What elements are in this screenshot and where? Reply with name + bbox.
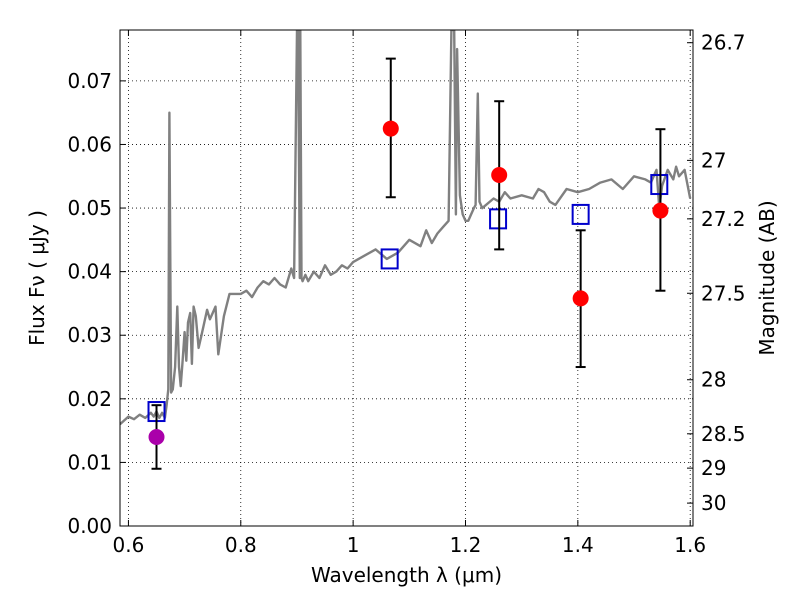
y-tick-label: 0.02 bbox=[67, 387, 112, 411]
model-point-square bbox=[380, 248, 399, 270]
y-tick-label: 0.03 bbox=[67, 323, 112, 347]
observed-point bbox=[652, 202, 669, 219]
x-tick-label: 1 bbox=[347, 533, 360, 557]
observed-point bbox=[572, 290, 589, 307]
y-tick-label: 0.04 bbox=[67, 260, 112, 284]
y2-tick-label: 26.7 bbox=[701, 31, 746, 55]
x-tick-label: 1.2 bbox=[450, 533, 482, 557]
x-tick-label: 0.6 bbox=[113, 533, 145, 557]
y2-tick-label: 27.5 bbox=[701, 281, 746, 305]
observed-point bbox=[382, 120, 399, 137]
x-tick-label: 0.8 bbox=[225, 533, 257, 557]
y2-axis-title: Magnitude (AB) bbox=[755, 200, 779, 355]
y2-tick-label: 28 bbox=[701, 368, 726, 392]
model-point-square bbox=[571, 203, 590, 225]
grid-layer bbox=[120, 30, 693, 527]
data-layer bbox=[120, 30, 692, 470]
observed-point bbox=[491, 166, 508, 183]
observed-point bbox=[148, 428, 165, 445]
y-tick-label: 0.01 bbox=[67, 450, 112, 474]
plot-frame bbox=[119, 29, 694, 527]
y-tick-label: 0.00 bbox=[67, 514, 112, 538]
y2-tick-label: 28.5 bbox=[701, 422, 746, 446]
model-point-square bbox=[650, 174, 669, 196]
x-tick-label: 1.6 bbox=[674, 533, 706, 557]
tick-layer: 0.6 0.8 1 1.2 1.4 1.6 0.00 0.01 0.02 0.03 0.04 0.05… bbox=[67, 30, 746, 557]
y-tick-label: 0.07 bbox=[67, 69, 112, 93]
y2-tick-label: 29 bbox=[701, 456, 726, 480]
y2-tick-label: 27 bbox=[701, 148, 726, 172]
y-tick-label: 0.06 bbox=[67, 132, 112, 156]
model-point-square bbox=[489, 208, 508, 230]
spectrum-line bbox=[120, 30, 692, 426]
x-axis-title: Wavelength λ (μm) bbox=[311, 563, 502, 587]
y2-tick-label: 30 bbox=[701, 491, 726, 515]
y2-tick-label: 27.2 bbox=[701, 207, 746, 231]
plot-area bbox=[120, 30, 692, 470]
y-axis-title: Flux Fν ( μJy ) bbox=[25, 210, 49, 346]
y-tick-label: 0.05 bbox=[67, 196, 112, 220]
x-tick-label: 1.4 bbox=[562, 533, 594, 557]
